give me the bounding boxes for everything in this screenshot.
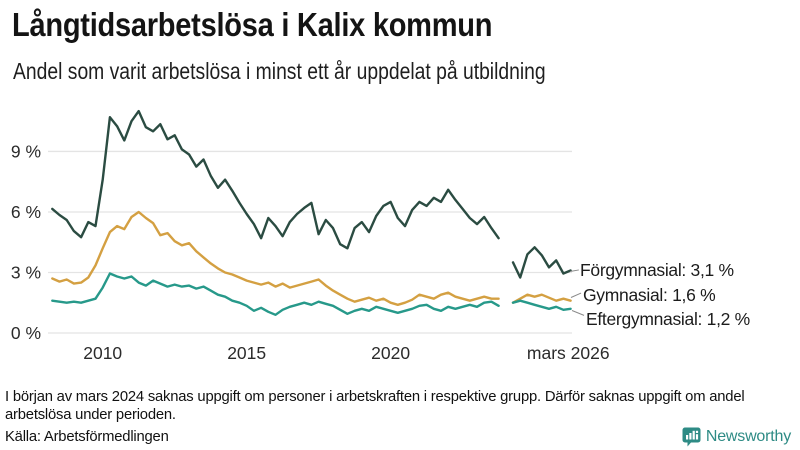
series-line-förgymnasial	[51, 109, 572, 279]
x-axis-tick-label: 2020	[371, 343, 410, 363]
y-axis-tick-label: 6 %	[11, 202, 41, 222]
y-axis-tick-label: 9 %	[11, 141, 41, 161]
chart-subtitle: Andel som varit arbetslösa i minst ett å…	[13, 58, 546, 84]
footnote: I början av mars 2024 saknas uppgift om …	[5, 389, 745, 423]
series-line-eftergymnasial	[51, 272, 572, 316]
x-axis-tick-label: 2010	[83, 343, 122, 363]
newsworthy-icon	[682, 427, 701, 447]
y-axis-tick-label: 3 %	[11, 262, 41, 282]
newsworthy-wordmark: Newsworthy	[705, 428, 791, 445]
x-axis-tick-label: 2015	[227, 343, 266, 363]
series-end-label-gymnasial: Gymnasial: 1,6 %	[583, 285, 716, 305]
newsworthy-logo: Newsworthy	[682, 427, 791, 447]
page-title: Långtidsarbetslösa i Kalix kommun	[12, 6, 493, 43]
series-line-gymnasial	[51, 210, 572, 306]
series-end-label-eftergymnasial: Eftergymnasial: 1,2 %	[586, 309, 750, 329]
y-axis-tick-label: 0 %	[11, 323, 41, 343]
source-label: Källa: Arbetsförmedlingen	[5, 429, 169, 445]
x-axis-tick-label: mars 2026	[527, 343, 610, 363]
series-end-label-forgymnasial: Förgymnasial: 3,1 %	[580, 260, 734, 280]
